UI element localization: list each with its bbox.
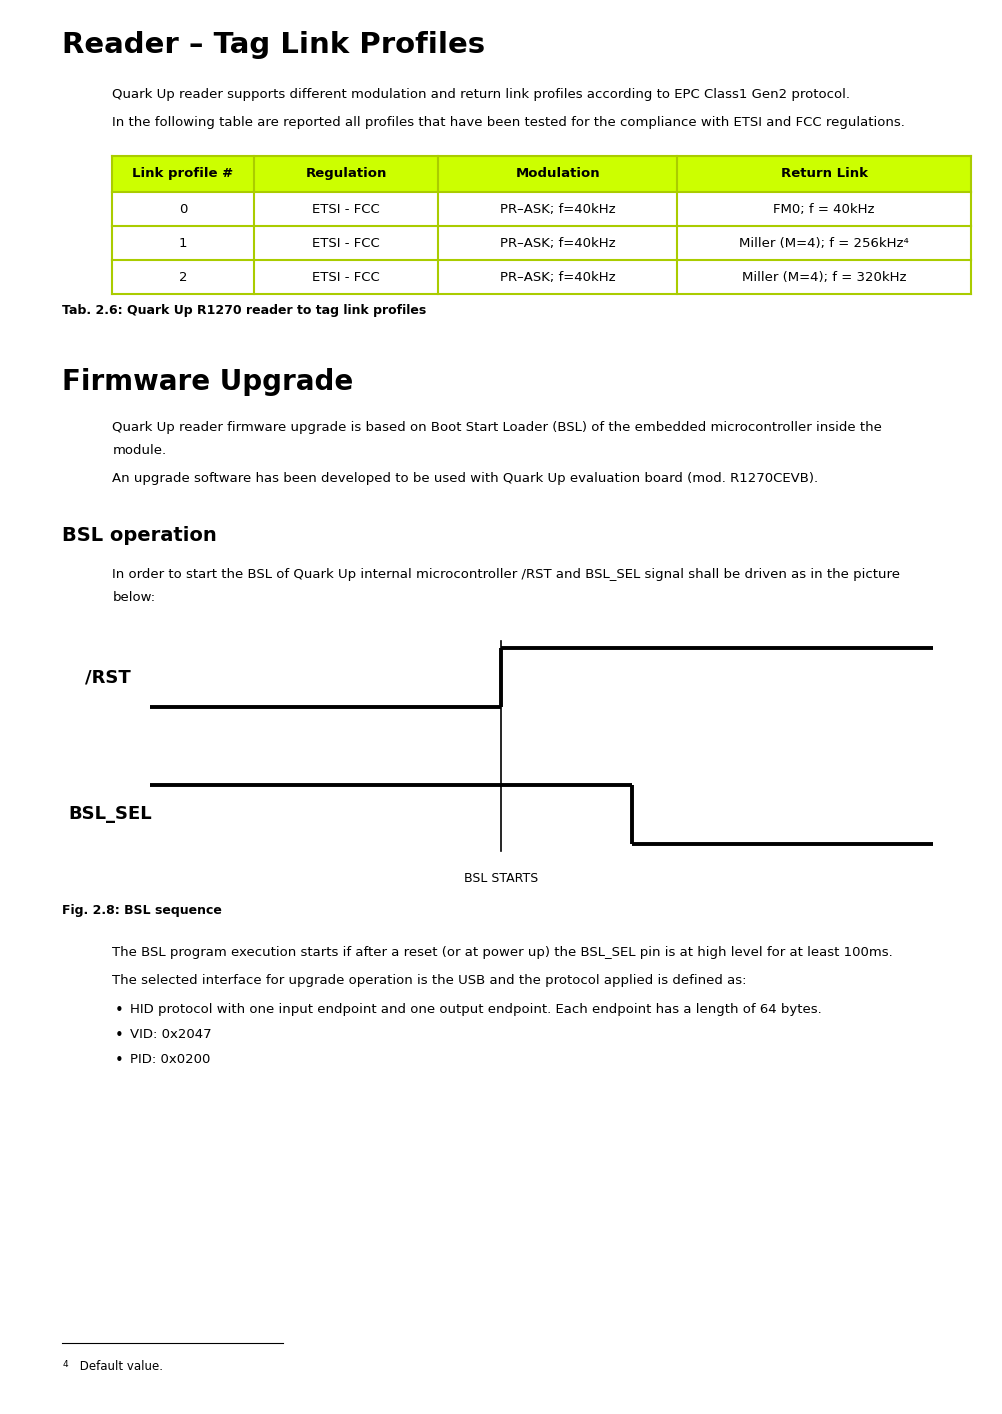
Text: Fig. 2.8: BSL sequence: Fig. 2.8: BSL sequence — [62, 904, 221, 916]
Text: BSL STARTS: BSL STARTS — [464, 872, 538, 885]
Text: BSL operation: BSL operation — [62, 526, 216, 544]
Text: BSL_SEL: BSL_SEL — [68, 806, 151, 823]
Text: 4: 4 — [62, 1360, 68, 1369]
Bar — [112, 156, 970, 192]
Text: Reader – Tag Link Profiles: Reader – Tag Link Profiles — [62, 31, 485, 59]
Text: Quark Up reader firmware upgrade is based on Boot Start Loader (BSL) of the embe: Quark Up reader firmware upgrade is base… — [112, 421, 882, 434]
Text: •: • — [114, 1028, 123, 1044]
Text: ETSI - FCC: ETSI - FCC — [312, 236, 380, 250]
Text: HID protocol with one input endpoint and one output endpoint. Each endpoint has : HID protocol with one input endpoint and… — [130, 1003, 822, 1015]
Text: 1: 1 — [178, 236, 187, 250]
Text: 0: 0 — [178, 202, 187, 216]
Text: •: • — [114, 1053, 123, 1069]
Text: PID: 0x0200: PID: 0x0200 — [130, 1053, 210, 1066]
Text: Link profile #: Link profile # — [132, 167, 233, 181]
Text: VID: 0x2047: VID: 0x2047 — [130, 1028, 211, 1041]
Text: ETSI - FCC: ETSI - FCC — [312, 202, 380, 216]
Text: Tab. 2.6: Quark Up R1270 reader to tag link profiles: Tab. 2.6: Quark Up R1270 reader to tag l… — [62, 304, 426, 317]
Text: 2: 2 — [178, 270, 187, 284]
Text: The BSL program execution starts if after a reset (or at power up) the BSL_SEL p: The BSL program execution starts if afte… — [112, 946, 892, 959]
Text: In the following table are reported all profiles that have been tested for the c: In the following table are reported all … — [112, 116, 905, 129]
Text: PR–ASK; f=40kHz: PR–ASK; f=40kHz — [500, 270, 615, 284]
Text: below:: below: — [112, 591, 155, 604]
Text: •: • — [114, 1003, 123, 1018]
Text: Default value.: Default value. — [76, 1360, 163, 1373]
Text: Modulation: Modulation — [515, 167, 599, 181]
Text: Regulation: Regulation — [305, 167, 387, 181]
Text: Miller (M=4); f = 256kHz⁴: Miller (M=4); f = 256kHz⁴ — [738, 236, 908, 250]
Text: FM0; f = 40kHz: FM0; f = 40kHz — [773, 202, 874, 216]
Text: Quark Up reader supports different modulation and return link profiles according: Quark Up reader supports different modul… — [112, 88, 850, 100]
Text: Return Link: Return Link — [780, 167, 867, 181]
Text: PR–ASK; f=40kHz: PR–ASK; f=40kHz — [500, 202, 615, 216]
Text: PR–ASK; f=40kHz: PR–ASK; f=40kHz — [500, 236, 615, 250]
Text: An upgrade software has been developed to be used with Quark Up evaluation board: An upgrade software has been developed t… — [112, 472, 818, 485]
Text: module.: module. — [112, 444, 166, 457]
Text: /RST: /RST — [85, 669, 131, 686]
Text: Miller (M=4); f = 320kHz: Miller (M=4); f = 320kHz — [741, 270, 906, 284]
Text: In order to start the BSL of Quark Up internal microcontroller /RST and BSL_SEL : In order to start the BSL of Quark Up in… — [112, 568, 900, 581]
Text: ETSI - FCC: ETSI - FCC — [312, 270, 380, 284]
Text: Firmware Upgrade: Firmware Upgrade — [62, 368, 353, 396]
Text: The selected interface for upgrade operation is the USB and the protocol applied: The selected interface for upgrade opera… — [112, 974, 746, 987]
